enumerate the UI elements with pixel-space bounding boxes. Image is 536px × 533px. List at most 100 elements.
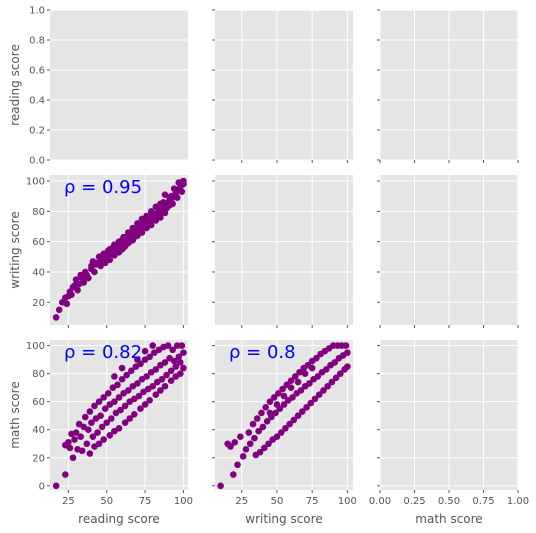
panel-r1-c0-point-65 — [169, 200, 176, 208]
panel-r2-c1-point-64 — [315, 391, 323, 398]
panel-r2-c1-point-31 — [291, 373, 299, 380]
panel-r2-c0-point-90 — [126, 415, 134, 422]
panel-r2-c0-point-85 — [152, 391, 160, 398]
panel-r2-c0-point-88 — [137, 405, 144, 412]
panel-r1-c0-point-1 — [55, 306, 63, 314]
panel-r2-c1-point-21 — [270, 394, 278, 401]
panel-r2-c0-point-81 — [172, 373, 180, 380]
panel-r1-c0-ytick-label-1: 40 — [32, 267, 45, 278]
panel-r1-c0-point-82 — [138, 215, 146, 223]
panel-r2-c0-point-23 — [95, 398, 103, 405]
panel-r2-c1-point-42 — [314, 373, 322, 380]
panel-r2-c0-point-22 — [94, 429, 101, 436]
panel-r2-c0-point-64 — [158, 375, 166, 383]
panel-r2-c0-ytick-label-0: 0 — [39, 481, 45, 492]
panel-r2-c1-point-46 — [322, 366, 330, 373]
panel-r1-c0-point-104 — [144, 217, 152, 224]
panel-r2-c0-point-76 — [177, 359, 184, 366]
panel-r2-c0-point-0 — [52, 482, 60, 490]
panel-r2-c0-point-102 — [118, 364, 126, 372]
panel-r2-c0-point-94 — [106, 432, 114, 439]
panel-r2-c1-point-15 — [258, 409, 265, 417]
panel-r2-c1-point-50 — [331, 359, 338, 366]
panel-r2-c0-point-73 — [172, 363, 180, 370]
panel-r2-c0-point-24 — [97, 412, 104, 420]
panel-r2-c0-point-29 — [104, 389, 112, 397]
panel-r2-c0-point-28 — [103, 419, 111, 427]
panel-r2-c0-point-98 — [86, 450, 94, 457]
panel-r2-c0-point-101 — [149, 342, 157, 349]
panel-r2-c1-point-85 — [273, 401, 281, 408]
panel-r2-c1-point-10 — [246, 440, 254, 448]
panel-r2-c0-point-16 — [85, 426, 92, 434]
panel-r2-c0-point-87 — [141, 401, 149, 408]
y-axis-label-writing-score: writing score — [8, 211, 22, 288]
panel-r2-c0-point-26 — [100, 394, 107, 401]
panel-r2-c1-point-0 — [217, 482, 224, 490]
panel-r2-c1-point-58 — [341, 366, 348, 373]
panel-r2-c0-point-36 — [115, 394, 123, 401]
panel-r2-c1-point-63 — [320, 387, 327, 394]
panel-r1-c0-point-103 — [137, 226, 144, 233]
panel-r1-c0-point-74 — [175, 179, 183, 186]
panel-r2-c1-point-2 — [227, 443, 234, 450]
panel-r2-c0-correlation-annotation: ρ = 0.82 — [64, 342, 142, 363]
panel-r0-c1 — [212, 9, 353, 163]
panel-r2-c0-point-8 — [72, 429, 80, 436]
panel-r2-c0-point-66 — [161, 359, 169, 366]
panel-r2-c0-point-67 — [163, 371, 170, 379]
panel-r2-c0-point-14 — [81, 413, 89, 421]
panel-r1-c0-point-77 — [161, 191, 169, 198]
panel-r2-c0-point-86 — [146, 396, 153, 404]
panel-r2-c1-point-33 — [296, 368, 303, 376]
labels-layer: reading score writing score math score r… — [8, 44, 483, 526]
panel-r2-c0-point-1 — [62, 471, 69, 478]
panel-r2-c0-xtick-label-3: 100 — [174, 496, 193, 507]
panel-r2-c1-point-66 — [307, 399, 315, 407]
panel-r2-c0-point-11 — [77, 433, 84, 441]
panel-r2-c1-point-41 — [313, 354, 320, 362]
panel-r2-c1-point-4 — [231, 439, 239, 446]
panel-r1-c0-point-97 — [71, 282, 78, 289]
panel-r2-c1-point-71 — [286, 420, 293, 428]
panel-r2-c0-point-20 — [91, 402, 98, 410]
panel-r2-c1-point-34 — [297, 387, 305, 394]
panel-r1-c0-point-4 — [63, 300, 71, 308]
panel-r2-c1-xtick-label-1: 50 — [271, 496, 284, 507]
panel-r2-c0-point-35 — [114, 381, 121, 389]
panel-r2-c0-point-40 — [121, 402, 129, 410]
panel-r2-c1-point-56 — [344, 349, 351, 356]
panel-r1-c0-point-75 — [170, 185, 178, 192]
panel-r2-c1-point-17 — [262, 403, 269, 411]
panel-r2-c2: 0.00 0.25 0.50 0.75 1.00 — [369, 340, 529, 507]
panel-r2-c1-point-13 — [253, 415, 261, 422]
panel-r2-c1-point-12 — [251, 434, 258, 442]
panel-r2-c1-point-82 — [301, 370, 309, 377]
y-axis-label-math-score: math score — [8, 381, 22, 448]
panel-r2-c1-point-73 — [277, 429, 285, 436]
panel-r2-c0-point-89 — [131, 410, 138, 418]
panel-r2-c0-point-95 — [100, 436, 107, 443]
panel-r2-c0-point-31 — [108, 415, 115, 422]
panel-r2-c1-point-69 — [294, 412, 302, 420]
panel-r2-c0-point-91 — [121, 419, 129, 427]
panel-r1-c0-point-107 — [167, 192, 175, 200]
panel-r0-c0-ytick-label-0: 0.0 — [29, 156, 45, 167]
panel-r1-c0-point-24 — [106, 256, 114, 264]
panel-r2-c0-point-33 — [111, 398, 118, 405]
panel-r2-c1-point-26 — [280, 401, 288, 408]
panel-r2-c0-point-54 — [143, 373, 150, 380]
x-axis-label-reading-score: reading score — [78, 512, 160, 526]
panel-r2-c0-point-3 — [65, 439, 72, 446]
panel-r2-c0-point-37 — [117, 406, 124, 414]
panel-r1-c0-ytick-label-0: 20 — [32, 298, 45, 309]
panel-r2-c0-point-103 — [111, 373, 118, 380]
panel-r2-c0-point-27 — [101, 405, 109, 412]
panel-r2-c2-xtick-label-4: 1.00 — [507, 496, 529, 507]
panel-r2-c0-point-99 — [134, 356, 141, 363]
panel-r1-c0-point-85 — [124, 229, 132, 236]
panel-r2-c1-point-14 — [255, 427, 262, 435]
panel-r2-c1-point-86 — [266, 409, 274, 417]
panel-r1-c0-point-84 — [129, 224, 137, 232]
panel-r2-c1-point-29 — [287, 377, 295, 384]
